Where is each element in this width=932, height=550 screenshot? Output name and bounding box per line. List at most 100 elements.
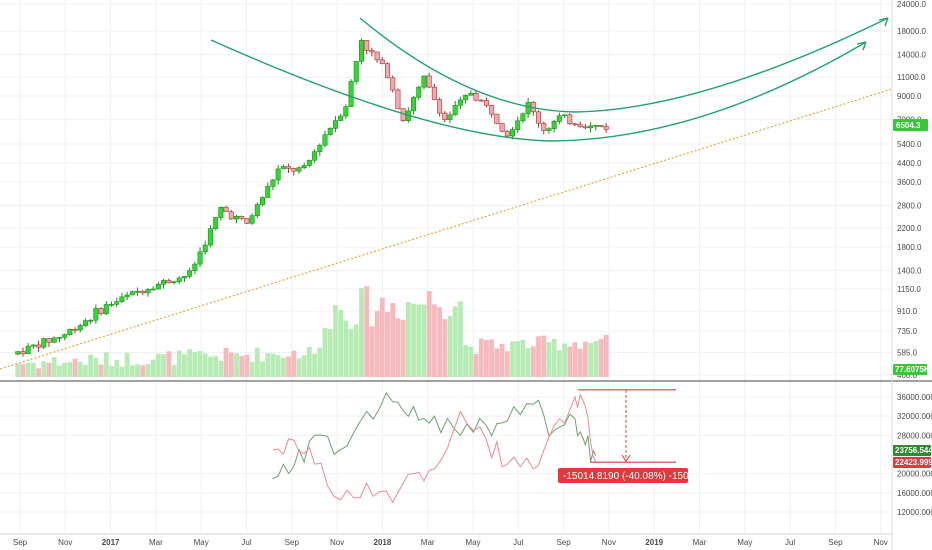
volume-bar — [463, 345, 469, 377]
candle-body — [390, 77, 396, 91]
price-tick-label: 1800.0 — [897, 243, 922, 252]
candle-body — [280, 166, 286, 170]
volume-bar — [36, 368, 41, 377]
price-tick-label: 1400.0 — [897, 267, 922, 276]
volume-bar — [317, 347, 323, 377]
candle-body — [145, 289, 151, 294]
time-tick-label: Mar — [421, 538, 435, 547]
upper-arc-arrowhead — [878, 17, 889, 27]
candle-body — [239, 216, 245, 219]
candle-body — [562, 114, 568, 117]
candle-body — [77, 325, 83, 331]
candle-body — [452, 104, 458, 116]
volume-bar — [520, 339, 526, 377]
measurement-text: -15014.8190 (-40.08%) -150148 — [563, 471, 706, 482]
volume-bar — [129, 365, 135, 377]
volume-bar — [431, 304, 437, 377]
volume-bar — [218, 360, 224, 377]
volume-bar — [426, 291, 432, 377]
candle-body — [41, 338, 47, 348]
volume-bar — [286, 356, 291, 377]
time-tick-label: Sep — [285, 538, 300, 547]
candle-body — [119, 296, 125, 302]
candle-body — [494, 113, 500, 124]
price-tick-label: 1150.0 — [897, 285, 921, 294]
candle-body — [114, 301, 120, 305]
volume-bar — [395, 318, 401, 377]
candle-body — [275, 168, 281, 181]
volume-bar — [103, 352, 109, 377]
volume-bar — [484, 340, 489, 377]
volume-bar — [536, 336, 541, 377]
time-tick-label: 2017 — [102, 538, 120, 547]
candle-body — [317, 144, 323, 152]
osc-tick-label: 32000.0000 — [897, 412, 932, 421]
volume-bar — [25, 362, 31, 377]
candle-body — [62, 334, 68, 338]
volume-bar — [30, 362, 36, 377]
candle-body — [582, 126, 588, 129]
candle-body — [155, 283, 161, 290]
volume-bar — [275, 355, 281, 377]
candle-body — [473, 93, 479, 101]
candle-body — [577, 124, 583, 128]
volume-bar — [494, 348, 500, 377]
measurement-label[interactable]: -15014.8190 (-40.08%) -150148 — [558, 468, 706, 483]
candle-body — [515, 120, 521, 130]
volume-bar — [322, 328, 328, 377]
volume-bar — [598, 339, 604, 377]
candle-body — [556, 115, 562, 122]
time-tick-label: Sep — [828, 538, 843, 547]
lower-arc-arrowhead — [856, 41, 867, 51]
candle-body — [233, 216, 239, 220]
volume-bar — [411, 303, 416, 377]
candle-body — [197, 251, 203, 265]
osc-tick-label: 36000.0000 — [897, 393, 932, 402]
candle-body — [343, 106, 349, 117]
volume-bar — [145, 364, 151, 377]
candle-body — [395, 89, 401, 109]
candle-body — [98, 308, 104, 315]
volume-bar — [515, 341, 521, 377]
volume-bar — [416, 304, 422, 377]
volume-bar — [582, 341, 588, 377]
price-tick-label: 735.0 — [897, 327, 918, 336]
volume-bar — [161, 354, 166, 377]
oscillator-axis[interactable]: 36000.0000 32000.0000 28000.0000 20000.0000… — [897, 393, 932, 517]
volume-bar — [171, 364, 177, 377]
candle-body — [218, 206, 224, 218]
candle-body — [483, 100, 489, 106]
candle-body — [312, 151, 318, 161]
volume-bar — [603, 335, 609, 377]
volume-bar — [296, 358, 302, 377]
volume-bar — [208, 356, 213, 377]
candle-body — [36, 344, 42, 348]
volume-bar — [57, 365, 62, 377]
volume-bar — [239, 356, 245, 377]
time-axis[interactable]: Sep Nov 2017 Mar May Jul Sep Nov 2018 Mar May Jul Se… — [13, 538, 888, 547]
volume-bar — [260, 361, 265, 377]
price-tick-label: 2200.0 — [897, 224, 922, 233]
volume-bar — [301, 354, 307, 377]
candle-body — [411, 97, 417, 112]
volume-bar — [359, 288, 364, 377]
candle-body — [447, 114, 453, 120]
current-price-badge: 6504.3 — [893, 119, 928, 131]
volume-bar — [510, 341, 515, 377]
volume-bar — [556, 350, 562, 377]
candle-body — [468, 93, 474, 96]
volume-bar — [270, 353, 276, 377]
candle-body — [213, 217, 219, 230]
volume-bar — [562, 343, 567, 377]
candle-body — [504, 130, 510, 137]
oscillator-pane — [272, 391, 597, 504]
candle-body — [244, 218, 250, 224]
volume-bar — [567, 346, 573, 377]
candle-body — [358, 40, 364, 62]
candle-body — [109, 304, 115, 306]
volume-bar — [98, 364, 104, 377]
time-tick-label: Jul — [241, 538, 251, 547]
candle-body — [463, 94, 469, 101]
